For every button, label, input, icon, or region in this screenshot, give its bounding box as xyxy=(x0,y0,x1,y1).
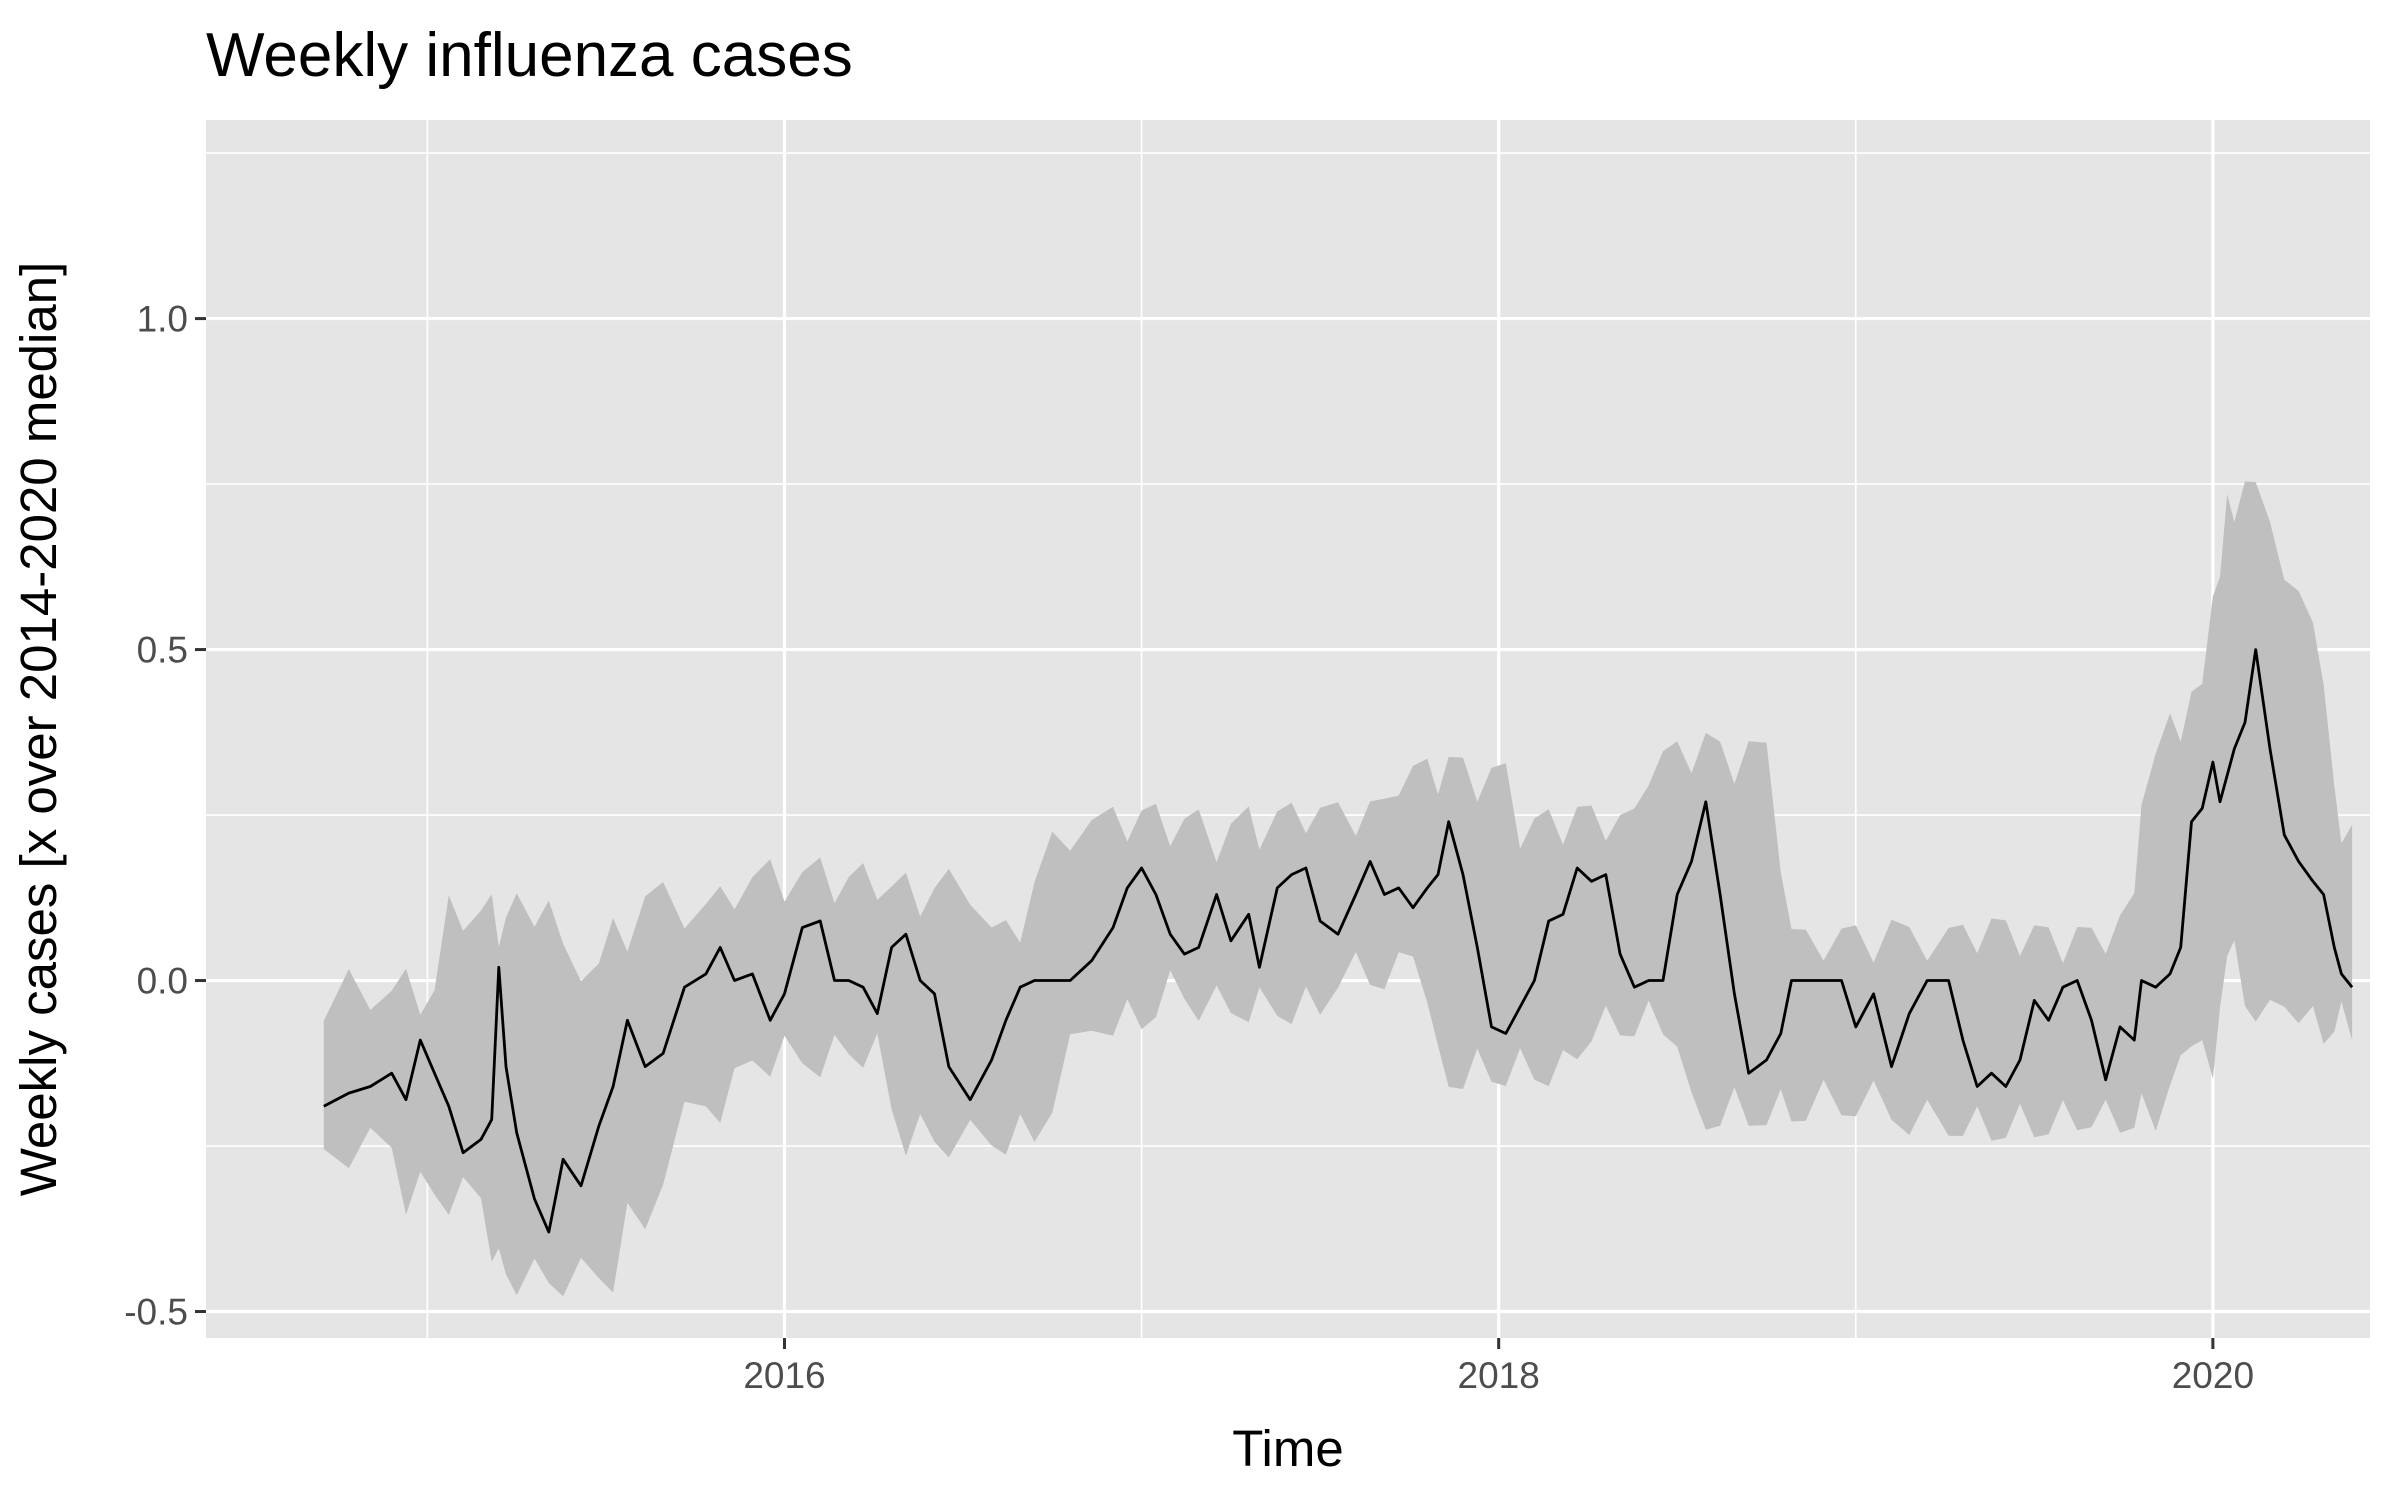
series-line xyxy=(323,648,2354,1234)
line-layer xyxy=(323,648,2354,1234)
y-tick-label: 1.0 xyxy=(137,299,188,340)
x-tick-label: 2020 xyxy=(2172,1355,2254,1396)
y-tick-label: 0.0 xyxy=(137,961,188,1002)
x-tick-label: 2018 xyxy=(1458,1355,1540,1396)
y-tick-label: 0.5 xyxy=(137,630,188,671)
uncertainty-ribbon xyxy=(323,481,2353,1297)
y-tick-label: -0.5 xyxy=(124,1292,188,1333)
ribbon-layer xyxy=(323,481,2353,1297)
y-axis-title: Weekly cases [x over 2014-2020 median] xyxy=(10,262,67,1197)
x-tick-label: 2016 xyxy=(743,1355,825,1396)
y-axis-labels: -0.5 0.0 0.5 1.0 xyxy=(124,299,206,1333)
x-axis-title: Time xyxy=(1232,1420,1343,1477)
x-axis-labels: 2016 2018 2020 xyxy=(743,1338,2254,1396)
chart-title: Weekly influenza cases xyxy=(206,21,853,90)
